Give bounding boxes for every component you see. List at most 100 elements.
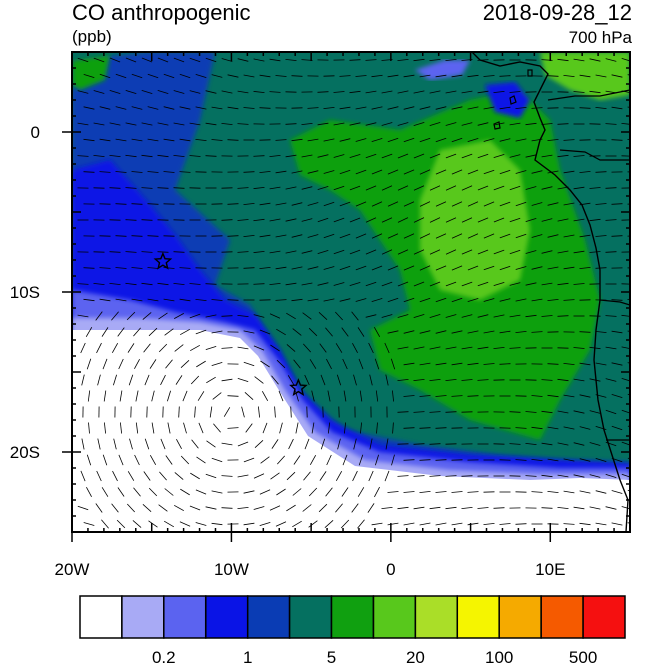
wind-vector <box>413 314 425 318</box>
wind-vector <box>358 358 364 370</box>
wind-vector <box>195 74 207 78</box>
wind-vector <box>302 504 312 512</box>
wind-vector <box>349 282 361 286</box>
wind-vector <box>371 522 383 526</box>
wind-vector <box>253 91 265 93</box>
wind-vector <box>413 475 425 477</box>
wind-vector <box>392 422 394 434</box>
wind-vector <box>349 154 361 158</box>
wind-vector <box>259 489 271 495</box>
wind-vector <box>221 475 233 477</box>
wind-vector <box>451 265 463 271</box>
colorbar-box <box>163 595 207 639</box>
wind-vector <box>179 521 191 527</box>
wind-vector <box>237 346 249 350</box>
colorbar-box <box>330 595 375 639</box>
wind-vector <box>163 171 175 173</box>
wind-vector <box>595 267 607 269</box>
wind-vector <box>77 57 89 63</box>
wind-vector <box>368 342 374 354</box>
wind-vector <box>279 422 283 434</box>
wind-vector <box>375 390 379 402</box>
wind-vector <box>243 267 255 269</box>
star-marker <box>289 378 308 396</box>
wind-vector <box>467 298 479 302</box>
wind-vector <box>419 395 431 397</box>
wind-vector <box>531 491 543 493</box>
wind-vector <box>125 187 137 189</box>
wind-vector <box>611 203 623 205</box>
wind-vector <box>557 250 569 254</box>
wind-vector <box>467 491 479 493</box>
wind-vector <box>237 251 249 253</box>
wind-vector <box>371 138 383 142</box>
wind-vector <box>227 427 239 429</box>
wind-vector <box>83 522 95 526</box>
wind-vector <box>493 91 505 93</box>
wind-vector <box>339 298 351 302</box>
wind-vector <box>419 106 431 110</box>
wind-vector <box>195 489 207 495</box>
wind-vector <box>435 169 447 175</box>
wind-vector <box>148 327 158 337</box>
wind-vector <box>467 395 479 397</box>
wind-vector <box>148 487 158 497</box>
wind-vector <box>127 503 135 513</box>
x-tick-label: 20W <box>55 560 90 579</box>
wind-vector <box>358 454 364 466</box>
wind-vector <box>227 106 239 110</box>
wind-vector <box>541 410 553 414</box>
wind-vector <box>429 379 441 381</box>
wind-vector <box>309 455 317 465</box>
wind-vector <box>196 360 206 368</box>
wind-vector <box>286 344 296 352</box>
wind-vector <box>493 249 505 255</box>
wind-vector <box>291 298 303 302</box>
wind-vector <box>119 390 123 402</box>
wind-vector <box>269 505 281 511</box>
wind-vector <box>77 283 89 285</box>
wind-vector <box>237 378 249 382</box>
wind-vector <box>324 520 334 528</box>
wind-vector <box>367 503 375 513</box>
wind-vector <box>509 91 521 93</box>
y-tick-label: 10S <box>10 283 40 302</box>
wind-vector <box>291 266 303 270</box>
wind-vector <box>319 471 327 481</box>
wind-vector <box>387 330 399 334</box>
wind-vector <box>397 346 409 350</box>
wind-vector <box>102 454 108 466</box>
wind-vector <box>278 390 284 402</box>
wind-vector <box>445 411 457 413</box>
wind-vector <box>531 395 543 397</box>
wind-vector <box>190 344 200 352</box>
wind-vector <box>349 90 361 94</box>
wind-vector <box>317 282 329 286</box>
wind-vector <box>113 438 117 450</box>
wind-vector <box>387 522 399 526</box>
wind-vector <box>563 75 575 77</box>
wind-vector <box>445 59 457 61</box>
wind-vector <box>360 422 362 434</box>
wind-vector <box>595 426 607 430</box>
wind-vector <box>611 330 623 334</box>
wind-vector <box>115 138 127 142</box>
wind-vector <box>260 456 270 464</box>
wind-vector <box>547 170 559 174</box>
wind-vector <box>451 169 463 175</box>
wind-vector <box>605 219 617 221</box>
colorbar-box <box>121 595 165 639</box>
wind-vector <box>397 59 409 61</box>
wind-vector <box>381 90 393 94</box>
wind-vector <box>131 203 143 205</box>
wind-vector <box>419 427 431 429</box>
wind-vector <box>205 122 217 126</box>
wind-vector <box>141 251 153 253</box>
wind-vector <box>413 379 425 381</box>
wind-vector <box>343 390 347 402</box>
wind-vector <box>397 506 409 510</box>
wind-vector <box>260 360 270 368</box>
wind-vector <box>541 474 553 478</box>
wind-vector <box>515 233 527 239</box>
wind-vector <box>237 315 249 317</box>
